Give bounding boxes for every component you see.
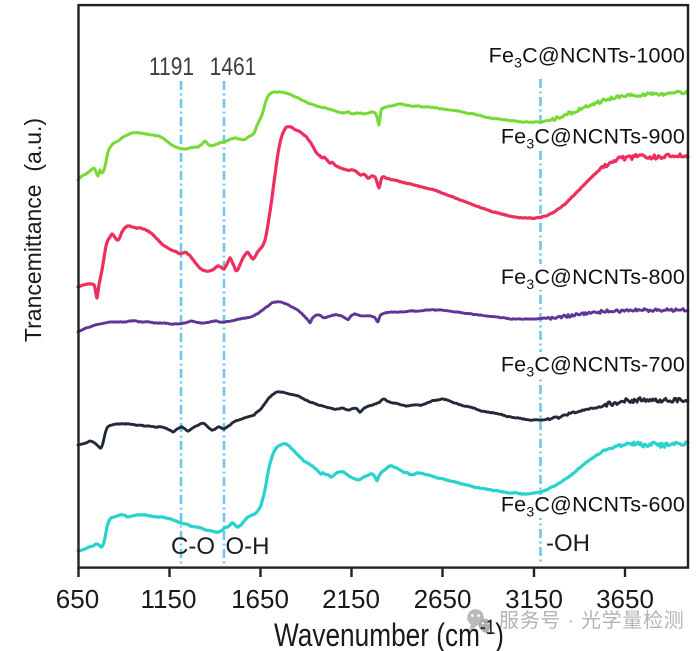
svg-text:Trancemittance (a.u.): Trancemittance (a.u.) (20, 118, 46, 342)
svg-text:-OH: -OH (546, 530, 590, 557)
svg-text:1150: 1150 (141, 584, 197, 614)
svg-text:2650: 2650 (414, 584, 472, 614)
svg-text:3150: 3150 (505, 584, 563, 614)
svg-text:2150: 2150 (322, 584, 380, 614)
svg-text:1650: 1650 (231, 584, 289, 614)
svg-text:C-O: C-O (171, 533, 215, 560)
svg-text:Fe3C@NCNTs-700: Fe3C@NCNTs-700 (501, 353, 685, 380)
svg-text:650: 650 (56, 584, 99, 614)
svg-text:服务号 · 光学量检测: 服务号 · 光学量检测 (499, 609, 684, 632)
svg-text:1191: 1191 (149, 52, 194, 80)
svg-text:Fe3C@NCNTs-900: Fe3C@NCNTs-900 (501, 125, 685, 152)
svg-text:1461: 1461 (210, 52, 257, 80)
svg-text:O-H: O-H (226, 533, 270, 560)
svg-text:Fe3C@NCNTs-1000: Fe3C@NCNTs-1000 (489, 44, 685, 71)
svg-text:3650: 3650 (596, 584, 654, 614)
svg-text:Wavenumber (cm-1): Wavenumber (cm-1) (274, 617, 504, 651)
